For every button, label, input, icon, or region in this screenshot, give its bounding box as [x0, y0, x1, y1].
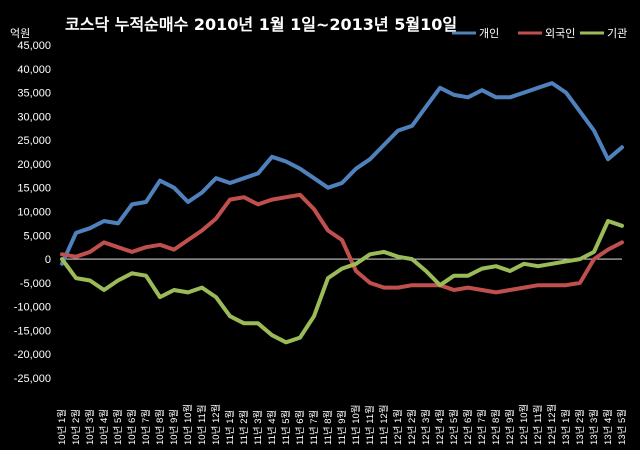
- x-tick-label: 10년 7월: [140, 409, 152, 445]
- y-tick-label: 30,000: [17, 111, 51, 123]
- x-tick-label: 11년 3월: [252, 410, 264, 445]
- y-tick-label: -20,000: [14, 349, 51, 361]
- series-line-개인: [60, 81, 624, 266]
- x-tick-label: 11년 5월: [280, 410, 292, 445]
- x-tick-label: 12년 5월: [448, 409, 460, 445]
- y-tick-label: -10,000: [14, 302, 51, 314]
- y-tick-label: 10,000: [17, 207, 51, 219]
- x-tick-label: 13년 4월: [602, 409, 614, 445]
- y-tick-label: 45,000: [17, 40, 51, 52]
- x-tick-label: 11년 11월: [364, 405, 376, 445]
- y-axis-ticks: -25,000 -20,000 -15,000 -10,000 -5,000 0 5,000…: [14, 40, 51, 385]
- x-tick-label: 10년 4월: [98, 409, 110, 445]
- y-tick-label: -5,000: [20, 278, 51, 290]
- x-tick-label: 10년 2월: [70, 409, 82, 445]
- chart-title: 코스닥 누적순매수 2010년 1월 1일~2013년 5월10일: [65, 15, 457, 34]
- x-tick-label: 10년 5월: [112, 409, 124, 445]
- legend-label: 개인: [479, 27, 499, 40]
- x-tick-label: 11년 10월: [350, 404, 362, 445]
- y-tick-label: -25,000: [14, 373, 51, 385]
- x-tick-label: 13년 2월: [574, 409, 586, 445]
- y-axis-unit-label: 억원: [10, 27, 30, 40]
- legend-label: 기관: [607, 27, 627, 40]
- x-tick-label: 11년 6월: [294, 410, 306, 445]
- x-tick-label: 10년 12월: [210, 404, 222, 445]
- x-tick-label: 12년 8월: [490, 409, 502, 445]
- x-tick-label: 11년 12월: [378, 404, 390, 445]
- x-tick-label: 12년 9월: [504, 409, 516, 445]
- y-tick-label: -15,000: [14, 325, 51, 337]
- x-tick-label: 11년 1월: [224, 410, 236, 445]
- x-tick-label: 10년 1월: [56, 409, 68, 445]
- x-axis-ticks: 10년 1월 10년 2월 10년 3월 10년 4월 10년 5월 10년 6월 10년 …: [56, 404, 628, 445]
- y-tick-label: 15,000: [17, 183, 51, 195]
- x-tick-label: 11년 9월: [336, 410, 348, 445]
- x-tick-label: 12년 4월: [434, 409, 446, 445]
- x-tick-label: 12년 11월: [532, 404, 544, 445]
- x-tick-label: 12년 2월: [406, 409, 418, 445]
- y-tick-label: 40,000: [17, 64, 51, 76]
- x-tick-label: 12년 1월: [392, 409, 404, 445]
- series-line-외국인: [60, 192, 624, 295]
- x-tick-label: 11년 2월: [238, 410, 250, 445]
- x-tick-label: 13년 3월: [588, 409, 600, 445]
- series-lines: [60, 81, 624, 345]
- x-tick-label: 12년 3월: [420, 409, 432, 445]
- x-tick-label: 13년 5월: [616, 409, 628, 445]
- y-tick-label: 35,000: [17, 88, 51, 100]
- x-tick-label: 13년 1월: [560, 409, 572, 445]
- y-tick-label: 5,000: [23, 230, 51, 242]
- series-line-기관: [60, 219, 624, 345]
- x-tick-label: 11년 4월: [266, 410, 278, 445]
- x-tick-label: 11년 7월: [308, 410, 320, 445]
- x-tick-label: 10년 6월: [126, 409, 138, 445]
- x-tick-label: 12년 6월: [462, 409, 474, 445]
- y-tick-label: 25,000: [17, 135, 51, 147]
- x-tick-label: 10년 8월: [154, 409, 166, 445]
- x-tick-label: 12년 12월: [546, 404, 558, 445]
- x-tick-label: 10년 11월: [196, 404, 208, 445]
- y-tick-label: 20,000: [17, 159, 51, 171]
- x-tick-label: 11년 8월: [322, 410, 334, 445]
- legend-label: 외국인: [545, 27, 575, 40]
- x-tick-label: 12년 10월: [518, 404, 530, 445]
- x-tick-label: 10년 3월: [84, 409, 96, 445]
- y-tick-label: 0: [45, 254, 51, 266]
- legend: 개인 외국인 기관: [452, 27, 627, 40]
- x-tick-label: 10년 9월: [168, 409, 180, 445]
- x-tick-label: 12년 7월: [476, 409, 488, 445]
- x-tick-label: 10년 10월: [182, 404, 194, 445]
